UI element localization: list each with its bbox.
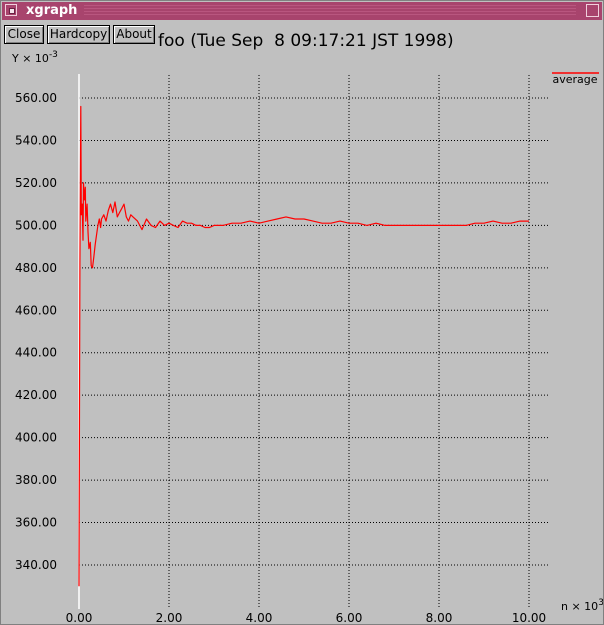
x-tick-label: 6.00 (336, 611, 363, 624)
y-tick-label: 420.00 (15, 388, 57, 402)
y-tick-label: 560.00 (15, 91, 57, 105)
x-axis-label-text: n × 10 (561, 600, 598, 613)
x-axis-exponent: 3 (598, 598, 603, 608)
x-tick-label: 8.00 (426, 611, 453, 624)
titlebar-stripes (84, 5, 576, 16)
x-tick-label: 0.00 (66, 611, 93, 624)
y-tick-label: 380.00 (15, 473, 57, 487)
menu-dot (9, 8, 15, 14)
about-button[interactable]: About (113, 25, 155, 44)
maximize-icon[interactable] (586, 4, 599, 17)
series-line-average (78, 105, 529, 587)
y-tick-label: 440.00 (15, 346, 57, 360)
legend-label: average (552, 73, 597, 86)
y-tick-label: 460.00 (15, 303, 57, 317)
y-tick-label: 540.00 (15, 133, 57, 147)
label-layer: 340.00 360.00 380.00 400.00 420.00 440.00 460.… (11, 50, 603, 624)
y-axis-label: Y × 10-3 (11, 50, 58, 65)
window-title: xgraph (26, 3, 78, 18)
x-tick-label: 2.00 (156, 611, 183, 624)
window-titlebar[interactable]: xgraph (2, 2, 602, 20)
y-tick-label: 520.00 (15, 176, 57, 190)
y-tick-label: 500.00 (15, 218, 57, 232)
y-tick-label: 400.00 (15, 431, 57, 445)
y-tick-label: 480.00 (15, 261, 57, 275)
y-tick-label: 360.00 (15, 516, 57, 530)
y-tick-label: 340.00 (15, 558, 57, 572)
close-button[interactable]: Close (4, 25, 44, 44)
grid-layer (79, 75, 550, 607)
x-axis-label: n × 103 (561, 598, 603, 613)
window-menu-icon[interactable] (5, 4, 17, 16)
x-tick-label: 10.00 (512, 611, 546, 624)
y-axis-exponent: -3 (49, 50, 58, 60)
chart-title: foo (Tue Sep 8 09:17:21 JST 1998) (158, 31, 454, 51)
hardcopy-button[interactable]: Hardcopy (47, 25, 110, 44)
x-tick-label: 4.00 (246, 611, 273, 624)
series-layer (78, 105, 529, 587)
y-axis-label-text: Y × 10 (11, 52, 49, 65)
